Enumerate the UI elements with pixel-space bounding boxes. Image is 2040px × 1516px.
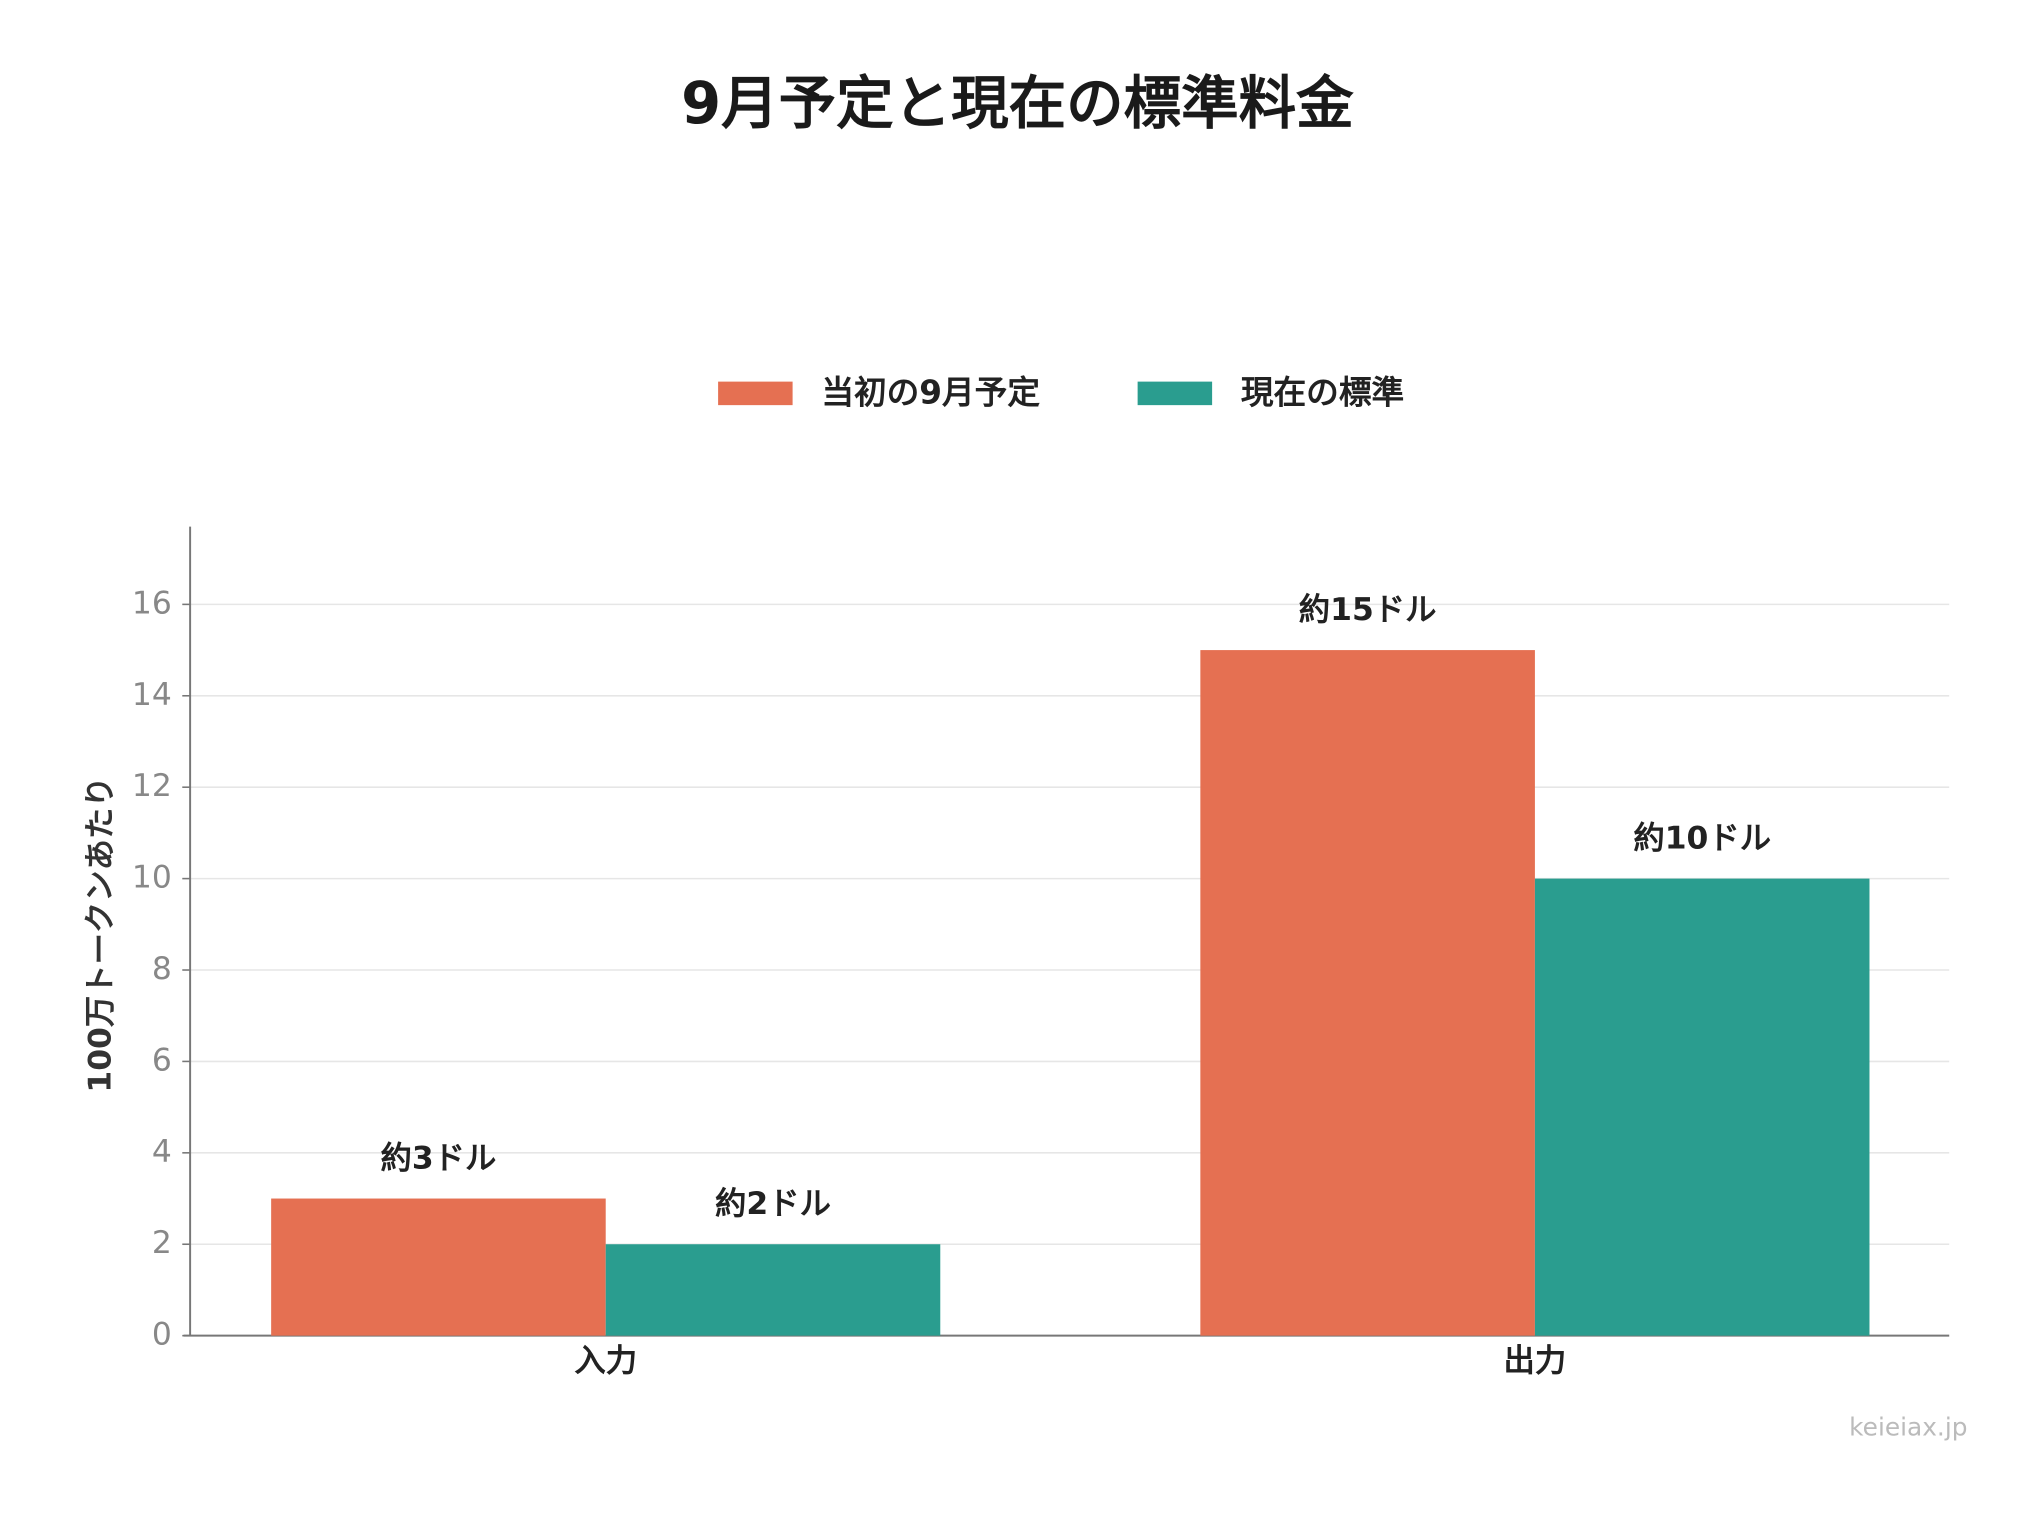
value-label: 約2ドル xyxy=(715,1186,831,1222)
y-tick-label: 8 xyxy=(152,951,172,987)
legend-swatch xyxy=(1137,381,1213,406)
y-tick-label: 0 xyxy=(152,1317,172,1353)
y-tick-label: 14 xyxy=(132,677,172,713)
value-label: 約15ドル xyxy=(1299,592,1437,628)
legend-label: 当初の9月予定 xyxy=(821,374,1040,412)
bar xyxy=(605,1244,941,1336)
y-tick-label: 16 xyxy=(132,585,172,621)
y-tick-label: 2 xyxy=(152,1225,172,1261)
y-axis-label: 100万トークンあたり xyxy=(82,776,118,1092)
x-tick-label: 出力 xyxy=(1504,1343,1567,1379)
y-tick-label: 4 xyxy=(152,1134,172,1170)
value-label: 約10ドル xyxy=(1633,820,1771,856)
y-tick-label: 10 xyxy=(132,860,172,896)
source: keieiax.jp xyxy=(1849,1412,1967,1441)
bar xyxy=(1200,650,1535,1336)
x-tick-label: 入力 xyxy=(574,1343,637,1379)
legend-label: 現在の標準 xyxy=(1241,374,1404,412)
value-label: 約3ドル xyxy=(380,1140,496,1176)
y-tick-label: 6 xyxy=(152,1042,172,1078)
legend-swatch xyxy=(718,381,793,406)
bar xyxy=(271,1198,606,1336)
y-tick-label: 12 xyxy=(132,768,172,804)
bar xyxy=(1534,878,1870,1336)
chart-title: 9月予定と現在の標準料金 xyxy=(681,70,1354,137)
